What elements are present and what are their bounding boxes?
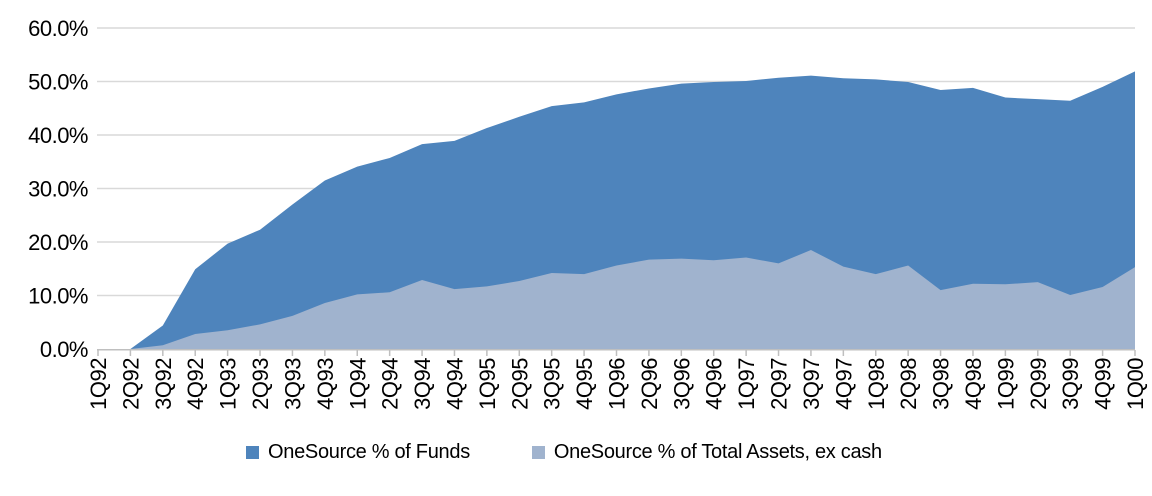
x-tick-label: 3Q94	[410, 358, 435, 410]
x-tick-label: 2Q95	[507, 358, 532, 410]
legend-label-total-assets: OneSource % of Total Assets, ex cash	[553, 441, 882, 463]
x-tick-label: 1Q00	[1123, 358, 1148, 410]
y-tick-label: 20.0%	[28, 230, 88, 255]
x-tick-label: 1Q92	[86, 358, 111, 410]
x-tick-label: 3Q93	[280, 358, 305, 410]
x-tick-label: 3Q98	[929, 358, 954, 410]
legend-item-total-assets: OneSource % of Total Assets, ex cash	[531, 441, 882, 464]
x-tick-label: 2Q98	[896, 358, 921, 410]
x-tick-label: 1Q98	[864, 358, 889, 410]
x-tick-label: 4Q94	[442, 358, 467, 410]
x-tick-label: 3Q96	[669, 358, 694, 410]
x-tick-label: 3Q95	[540, 358, 565, 410]
x-tick-label: 1Q96	[605, 358, 630, 410]
y-tick-label: 30.0%	[28, 177, 88, 202]
area-series-1	[98, 250, 1135, 349]
x-tick-label: 4Q93	[313, 358, 338, 410]
x-tick-label: 3Q92	[151, 358, 176, 410]
x-tick-label: 1Q93	[216, 358, 241, 410]
y-tick-label: 0.0%	[40, 337, 88, 362]
legend-label-funds: OneSource % of Funds	[268, 441, 470, 463]
x-tick-label: 1Q99	[993, 358, 1018, 410]
y-tick-label: 40.0%	[28, 123, 88, 148]
x-tick-label: 1Q95	[475, 358, 500, 410]
y-tick-label: 10.0%	[28, 284, 88, 309]
x-tick-label: 4Q92	[183, 358, 208, 410]
x-tick-label: 2Q92	[118, 358, 143, 410]
legend: OneSource % of Funds OneSource % of Tota…	[246, 441, 882, 464]
x-tick-label: 3Q99	[1058, 358, 1083, 410]
x-tick-label: 2Q99	[1026, 358, 1051, 410]
x-tick-label: 4Q98	[961, 358, 986, 410]
x-tick-label: 4Q97	[831, 358, 856, 410]
y-tick-label: 60.0%	[28, 16, 88, 41]
legend-swatch-total-assets-icon	[531, 446, 545, 459]
x-tick-label: 4Q99	[1091, 358, 1116, 410]
x-tick-label: 2Q93	[248, 358, 273, 410]
x-tick-label: 1Q97	[734, 358, 759, 410]
x-tick-label: 1Q94	[345, 358, 370, 410]
x-tick-label: 4Q96	[702, 358, 727, 410]
legend-swatch-funds-icon	[246, 446, 259, 459]
x-tick-label: 2Q94	[378, 358, 403, 410]
x-tick-label: 4Q95	[572, 358, 597, 410]
x-tick-label: 2Q97	[767, 358, 792, 410]
x-tick-label: 3Q97	[799, 358, 824, 410]
x-tick-label: 2Q96	[637, 358, 662, 410]
legend-item-funds: OneSource % of Funds	[246, 441, 470, 464]
y-tick-label: 50.0%	[28, 70, 88, 95]
